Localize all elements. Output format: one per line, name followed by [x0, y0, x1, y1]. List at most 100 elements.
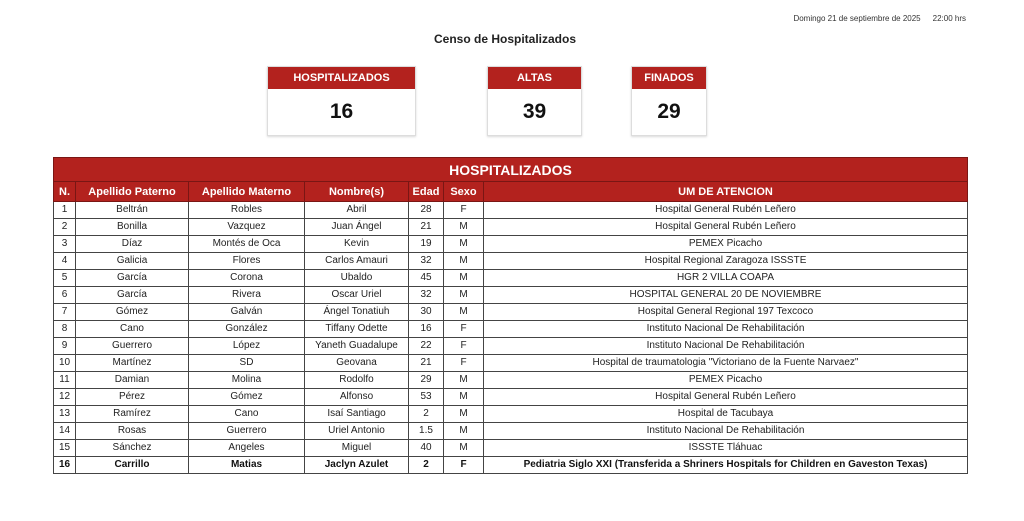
table-cell: Montés de Oca — [188, 235, 305, 253]
table-cell: Damian — [75, 371, 189, 389]
card-label: FINADOS — [632, 67, 706, 89]
table-cell: Carrillo — [75, 456, 189, 474]
table-cell: Cano — [188, 405, 305, 423]
report-datetime: Domingo 21 de septiembre de 2025 22:00 hr… — [793, 14, 966, 23]
table-row: 6 García Rivera Oscar Uriel 32 M HOSPITAL GENE… — [53, 286, 968, 304]
table-cell: M — [443, 405, 484, 423]
table-cell: Pérez — [75, 388, 189, 406]
table-cell: 3 — [53, 235, 76, 253]
table-cell: 15 — [53, 439, 76, 457]
table-cell: Hospital de traumatologia "Victoriano de… — [483, 354, 968, 372]
table-cell: 28 — [408, 201, 444, 219]
table-cell: Gómez — [75, 303, 189, 321]
table-cell: 21 — [408, 218, 444, 236]
table-cell: Galicia — [75, 252, 189, 270]
table-cell: Rivera — [188, 286, 305, 304]
table-cell: M — [443, 439, 484, 457]
hospitalized-table: HOSPITALIZADOS N. Apellido Paterno Apellid… — [53, 157, 968, 474]
table-row: 10 Martínez SD Geovana 21 F Hospital de trauma… — [53, 354, 968, 372]
table-cell: 10 — [53, 354, 76, 372]
table-cell: 16 — [53, 456, 76, 474]
table-cell: Díaz — [75, 235, 189, 253]
table-cell: 14 — [53, 422, 76, 440]
table-cell: Galván — [188, 303, 305, 321]
table-row: 1 Beltrán Robles Abril 28 F Hospital General R… — [53, 201, 968, 219]
page-title: Censo de Hospitalizados — [433, 32, 577, 46]
table-cell: 19 — [408, 235, 444, 253]
table-cell: PEMEX Picacho — [483, 235, 968, 253]
hospitalizados-card: HOSPITALIZADOS 16 — [267, 66, 416, 136]
table-cell: 12 — [53, 388, 76, 406]
table-cell: PEMEX Picacho — [483, 371, 968, 389]
table-cell: M — [443, 235, 484, 253]
card-label: ALTAS — [488, 67, 581, 89]
table-cell: 13 — [53, 405, 76, 423]
table-cell: Ramírez — [75, 405, 189, 423]
table-row: 5 García Corona Ubaldo 45 M HGR 2 VILLA COAPA — [53, 269, 968, 287]
table-cell: 30 — [408, 303, 444, 321]
altas-card: ALTAS 39 — [487, 66, 582, 136]
table-cell: Hospital General Rubén Leñero — [483, 388, 968, 406]
table-cell: Flores — [188, 252, 305, 270]
table-cell: Instituto Nacional De Rehabilitación — [483, 320, 968, 338]
table-cell: 21 — [408, 354, 444, 372]
card-value: 16 — [329, 100, 354, 123]
report-date: Domingo 21 de septiembre de 2025 — [793, 14, 921, 23]
table-cell: Juan Ángel — [304, 218, 409, 236]
table-cell: F — [443, 201, 484, 219]
table-cell: Guerrero — [75, 337, 189, 355]
table-cell: Hospital General Regional 197 Texcoco — [483, 303, 968, 321]
card-label: HOSPITALIZADOS — [268, 67, 415, 89]
table-cell: M — [443, 269, 484, 287]
table-cell: 32 — [408, 252, 444, 270]
table-cell: 9 — [53, 337, 76, 355]
table-cell: Hospital General Rubén Leñero — [483, 218, 968, 236]
table-row: 7 Gómez Galván Ángel Tonatiuh 30 M Hospital Ge… — [53, 303, 968, 321]
table-cell: Kevin — [304, 235, 409, 253]
table-cell: F — [443, 320, 484, 338]
table-cell: Sánchez — [75, 439, 189, 457]
table-cell: Instituto Nacional De Rehabilitación — [483, 337, 968, 355]
table-cell: 40 — [408, 439, 444, 457]
table-cell: 45 — [408, 269, 444, 287]
table-cell: Matias — [188, 456, 305, 474]
finados-card: FINADOS 29 — [631, 66, 707, 136]
table-row: 11 Damian Molina Rodolfo 29 M PEMEX Picacho — [53, 371, 968, 389]
table-cell: Robles — [188, 201, 305, 219]
table-row: 12 Pérez Gómez Alfonso 53 M Hospital General R… — [53, 388, 968, 406]
table-cell: 2 — [408, 405, 444, 423]
table-cell: Rosas — [75, 422, 189, 440]
table-row: 4 Galicia Flores Carlos Amauri 32 M Hospital R… — [53, 252, 968, 270]
column-header: Nombre(s) — [304, 181, 409, 202]
table-cell: López — [188, 337, 305, 355]
table-cell: F — [443, 337, 484, 355]
table-row: 14 Rosas Guerrero Uriel Antonio 1.5 M Institut… — [53, 422, 968, 440]
table-cell: F — [443, 456, 484, 474]
table-cell: 22 — [408, 337, 444, 355]
table-cell: Gómez — [188, 388, 305, 406]
table-cell: Pediatria Siglo XXI (Transferida a Shrin… — [483, 456, 968, 474]
table-cell: Oscar Uriel — [304, 286, 409, 304]
table-row: 9 Guerrero López Yaneth Guadalupe 22 F Institu… — [53, 337, 968, 355]
table-cell: M — [443, 371, 484, 389]
table-cell: M — [443, 422, 484, 440]
table-cell: Ubaldo — [304, 269, 409, 287]
table-cell: 32 — [408, 286, 444, 304]
table-cell: Tiffany Odette — [304, 320, 409, 338]
table-title: HOSPITALIZADOS — [53, 157, 968, 182]
column-header: Apellido Materno — [188, 181, 305, 202]
table-row: 15 Sánchez Angeles Miguel 40 M ISSSTE Tláhuac — [53, 439, 968, 457]
table-cell: 4 — [53, 252, 76, 270]
table-cell: HOSPITAL GENERAL 20 DE NOVIEMBRE — [483, 286, 968, 304]
table-cell: Yaneth Guadalupe — [304, 337, 409, 355]
table-cell: García — [75, 269, 189, 287]
table-cell: M — [443, 286, 484, 304]
table-cell: Hospital de Tacubaya — [483, 405, 968, 423]
table-cell: Miguel — [304, 439, 409, 457]
table-cell: Ángel Tonatiuh — [304, 303, 409, 321]
table-cell: González — [188, 320, 305, 338]
table-cell: Bonilla — [75, 218, 189, 236]
table-cell: Hospital Regional Zaragoza ISSSTE — [483, 252, 968, 270]
table-row: 13 Ramírez Cano Isaí Santiago 2 M Hospital de … — [53, 405, 968, 423]
table-cell: Jaclyn Azulet — [304, 456, 409, 474]
